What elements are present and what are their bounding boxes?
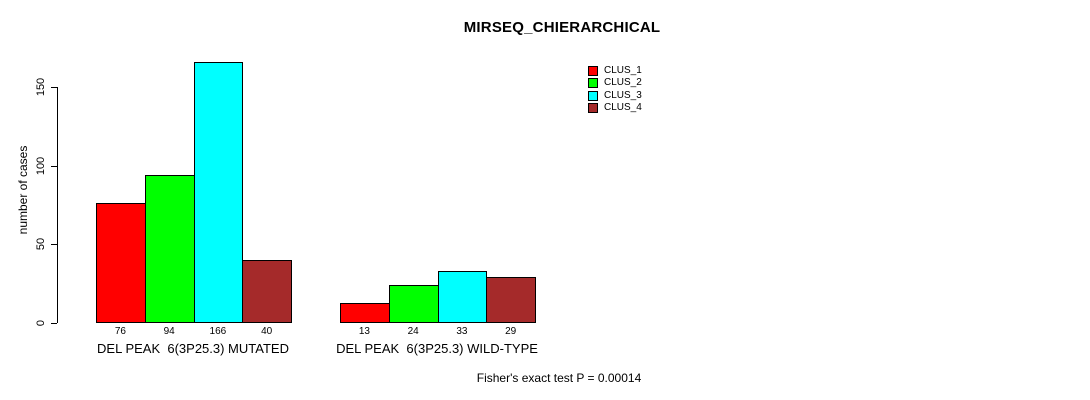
bar-value-label: 40 — [261, 326, 273, 337]
bar-value-label: 94 — [163, 326, 175, 337]
y-axis-title: number of cases — [16, 145, 30, 235]
chart-title: MIRSEQ_CHIERARCHICAL — [463, 19, 661, 36]
category-label-wild-type: DEL PEAK 6(3P25.3) WILD-TYPE — [336, 341, 538, 356]
legend-label-clus_1: CLUS_1 — [604, 65, 642, 76]
y-axis-tick — [51, 165, 57, 167]
bar-value-label: 76 — [114, 326, 126, 337]
bar-clus_4-group2 — [486, 277, 536, 323]
legend-swatch-clus_1 — [588, 66, 598, 76]
y-axis-tick — [51, 244, 57, 246]
bar-clus_2-group2 — [388, 285, 439, 323]
legend-label-clus_2: CLUS_2 — [604, 77, 642, 89]
bar-clus_3-group1 — [193, 62, 244, 323]
legend-swatch-clus_4 — [588, 102, 598, 113]
category-label-mutated: DEL PEAK 6(3P25.3) MUTATED — [97, 341, 289, 356]
y-axis-tick — [51, 323, 57, 324]
bar-clus_1-group2 — [340, 303, 390, 323]
bar-value-label: 166 — [209, 326, 227, 337]
y-axis-tick-label: 0 — [35, 319, 47, 327]
y-axis-tick-label: 100 — [35, 156, 47, 175]
bar-value-label: 13 — [358, 326, 370, 337]
y-axis-tick — [51, 87, 57, 89]
bar-value-label: 24 — [407, 326, 419, 337]
bar-clus_3-group2 — [437, 271, 488, 323]
legend-swatch-clus_2 — [588, 78, 598, 89]
legend-label-clus_3: CLUS_3 — [604, 89, 642, 101]
legend-label-clus_4: CLUS_4 — [604, 101, 642, 113]
y-axis-tick-label: 50 — [35, 238, 47, 251]
bar-value-label: 29 — [505, 326, 517, 337]
bar-clus_2-group1 — [144, 175, 195, 323]
bar-clus_1-group1 — [96, 203, 146, 323]
legend-swatch-clus_3 — [588, 90, 598, 101]
bar-clus_4-group1 — [242, 260, 292, 323]
y-axis-line — [57, 87, 58, 323]
y-axis-tick-label: 150 — [35, 77, 47, 97]
fisher-test-annotation: Fisher's exact test P = 0.00014 — [476, 371, 642, 385]
bar-value-label: 33 — [456, 326, 468, 337]
